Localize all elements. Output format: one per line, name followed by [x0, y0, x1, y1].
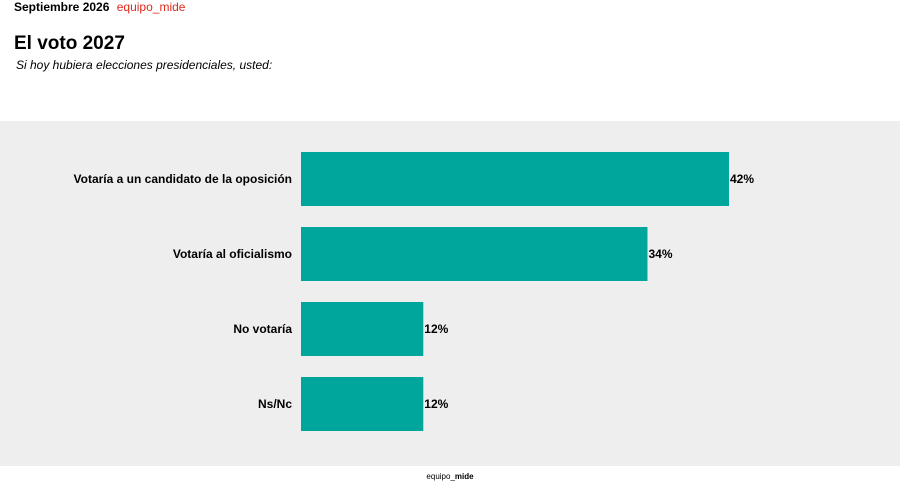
bar-2: [301, 302, 424, 356]
chart-title: El voto 2027: [14, 33, 125, 54]
category-label-0: Votaría a un candidato de la oposición: [74, 172, 292, 186]
chart-subtitle: Si hoy hubiera elecciones presidenciales…: [16, 58, 273, 72]
footer: equipo_mide: [0, 472, 900, 482]
header-line: Septiembre 2026 equipo_mide: [14, 0, 185, 14]
header-brand: equipo_mide: [116, 0, 186, 14]
bar-3: [301, 377, 424, 431]
footer-brand-strong: mide: [454, 472, 474, 481]
value-label-3: 12%: [424, 397, 448, 411]
value-label-2: 12%: [424, 322, 448, 336]
chart-panel: Votaría a un candidato de la oposición 42…: [0, 121, 900, 466]
category-label-2: No votaría: [233, 322, 292, 336]
footer-brand-prefix: equipo_: [426, 472, 455, 481]
bar-chart: Votaría a un candidato de la oposición 42…: [74, 152, 754, 431]
category-label-1: Votaría al oficialismo: [173, 247, 292, 261]
header-date: Septiembre 2026: [14, 0, 110, 14]
category-label-3: Ns/Nc: [258, 397, 292, 411]
value-label-0: 42%: [730, 172, 754, 186]
bar-0: [301, 152, 729, 206]
bar-1: [301, 227, 648, 281]
value-label-1: 34%: [648, 247, 672, 261]
